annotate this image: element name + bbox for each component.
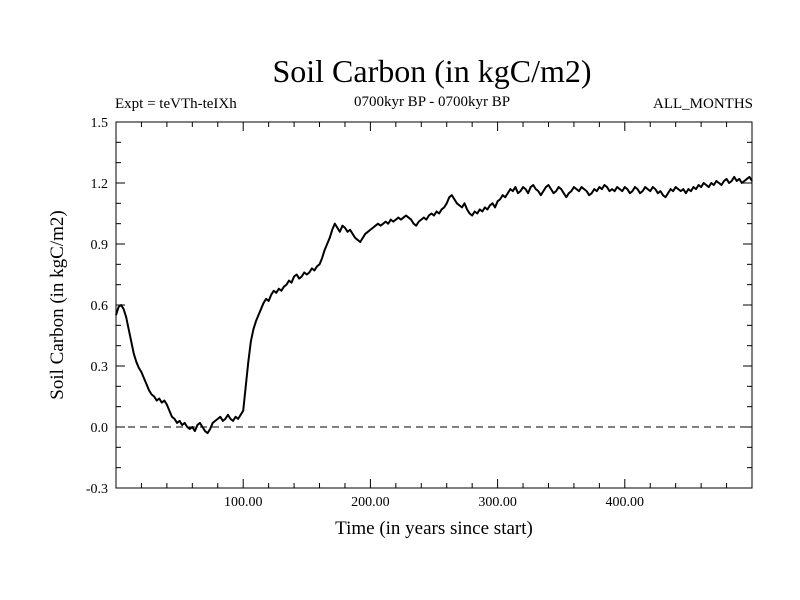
y-tick-label: 0.3: [91, 360, 109, 375]
x-axis-ticks: 100.00 200.00 300.00 400.00: [140, 122, 728, 510]
y-tick-label: -0.3: [86, 482, 108, 497]
x-tick-label: 100.00: [224, 495, 263, 510]
x-tick-label: 200.00: [351, 495, 390, 510]
x-tick-label: 400.00: [606, 495, 645, 510]
x-axis-label: Time (in years since start): [335, 518, 533, 539]
chart-title: Soil Carbon (in kgC/m2): [272, 53, 591, 89]
soil-carbon-series-line: [115, 175, 753, 435]
y-tick-label: 0.9: [91, 238, 109, 253]
months-label: ALL_MONTHS: [653, 96, 753, 112]
y-tick-label: 1.2: [91, 177, 109, 192]
y-tick-label: 0.6: [91, 299, 109, 314]
time-range-label: 0700kyr BP - 0700kyr BP: [354, 94, 510, 110]
x-tick-label: 300.00: [478, 495, 517, 510]
y-axis-label: Soil Carbon (in kgC/m2): [47, 210, 68, 399]
experiment-label: Expt = teVTh-teIXh: [115, 96, 237, 112]
series-layer: [115, 175, 753, 435]
y-tick-label: 1.5: [91, 116, 109, 131]
y-tick-label: 0.0: [91, 421, 109, 436]
